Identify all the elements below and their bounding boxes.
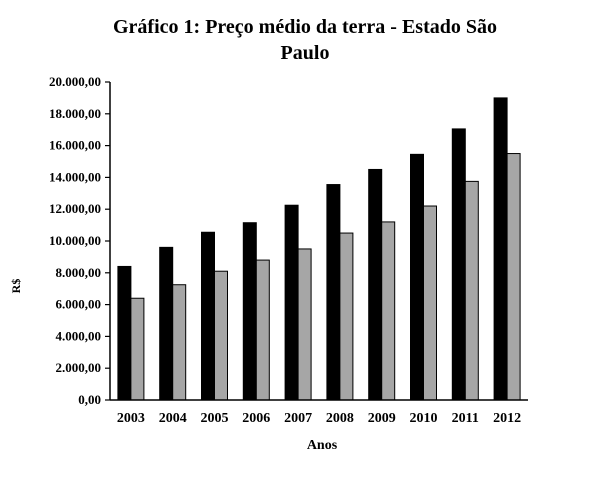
x-tick-label-2003: 2003 — [117, 411, 145, 426]
y-tick-label: 4.000,00 — [56, 328, 102, 343]
bar-2005-series-1 — [201, 231, 215, 401]
y-tick-label: 20.000,00 — [49, 74, 101, 89]
bar-2012-series-1 — [493, 97, 508, 401]
x-tick-label-2009: 2009 — [368, 411, 396, 426]
chart-title-line-1: Gráfico 1: Preço médio da terra - Estado… — [113, 16, 497, 38]
x-tick-label-2012: 2012 — [493, 411, 521, 426]
y-tick-label: 6.000,00 — [56, 297, 102, 312]
bar-2006-series-2 — [255, 259, 270, 401]
bar-2009-series-1 — [368, 168, 383, 401]
y-tick-label: 14.000,00 — [49, 169, 101, 184]
y-tick-label: 16.000,00 — [49, 138, 101, 153]
bar-2008-series-2 — [339, 232, 354, 401]
bar-2007-series-2 — [297, 248, 312, 401]
y-tick-label: 2.000,00 — [56, 360, 102, 375]
x-tick-label-2006: 2006 — [242, 411, 270, 426]
x-tick-label-2011: 2011 — [452, 411, 479, 426]
x-tick-label-2010: 2010 — [410, 411, 438, 426]
x-axis-title: Anos — [307, 438, 338, 453]
bar-2010-series-2 — [423, 205, 437, 401]
bar-2010-series-1 — [410, 153, 424, 401]
y-axis-title: R$ — [9, 279, 23, 294]
y-tick-label: 12.000,00 — [49, 201, 101, 216]
x-tick-label-2007: 2007 — [284, 411, 312, 426]
bar-2008-series-1 — [326, 184, 341, 401]
x-tick-label-2008: 2008 — [326, 411, 354, 426]
x-axis-labels: 2003 2004 2005 2006 2007 2008 2009 2010 2011 2012 — [117, 411, 521, 426]
bar-2005-series-2 — [214, 270, 228, 401]
bar-2011-series-1 — [451, 128, 466, 401]
bars-group — [117, 97, 521, 401]
bar-2009-series-2 — [381, 221, 396, 401]
x-tick-label-2004: 2004 — [159, 411, 187, 426]
bar-2004-series-1 — [159, 246, 174, 401]
bar-2003-series-2 — [130, 297, 145, 401]
y-tick-label: 10.000,00 — [49, 233, 101, 248]
bar-2007-series-1 — [284, 204, 299, 401]
bar-2003-series-1 — [117, 265, 132, 401]
bar-2011-series-2 — [464, 180, 479, 401]
y-tick-label: 0,00 — [78, 392, 101, 407]
y-tick-label: 18.000,00 — [49, 106, 101, 121]
bar-2004-series-2 — [172, 284, 187, 401]
bar-2006-series-1 — [242, 222, 257, 401]
y-axis-ticks: 0,00 2.000,00 4.000,00 6.000,00 8.000,00 10.0… — [49, 74, 110, 407]
x-tick-label-2005: 2005 — [201, 411, 229, 426]
chart-title-line-2: Paulo — [280, 42, 330, 64]
bar-2012-series-2 — [506, 153, 521, 401]
y-tick-label: 8.000,00 — [56, 265, 102, 280]
chart-title: Gráfico 1: Preço médio da terra - Estado… — [40, 14, 570, 66]
